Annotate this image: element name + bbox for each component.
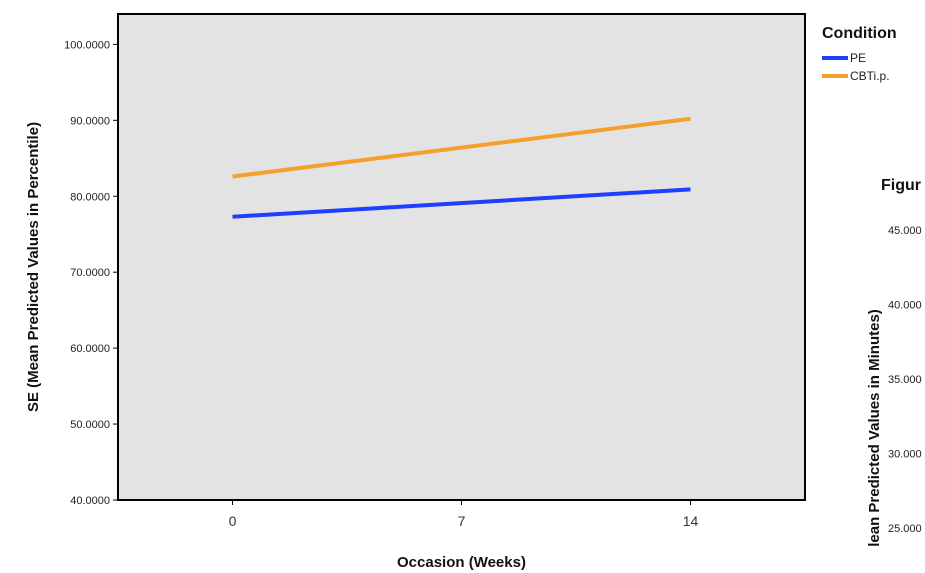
series-lines — [232, 116, 691, 219]
x-tick-label: 14 — [683, 513, 699, 529]
x-axis-ticks: 0 7 14 — [229, 500, 699, 529]
legend: PE CBTi.p. — [822, 51, 890, 83]
partial-y-tick-label: 35.000 — [888, 374, 922, 386]
series-line-cbti-p — [232, 116, 691, 179]
partial-chart-y-ticks: 45.000 40.000 35.000 30.000 25.000 — [888, 225, 922, 535]
y-tick-label: 40.0000 — [70, 495, 110, 507]
y-tick-label: 80.0000 — [70, 191, 110, 203]
legend-label: CBTi.p. — [850, 69, 890, 83]
y-tick-label: 100.0000 — [64, 39, 110, 51]
y-axis-ticks: 40.0000 50.0000 60.0000 70.0000 80.0000 90.00… — [64, 39, 118, 507]
x-axis-title: Occasion (Weeks) — [397, 554, 526, 571]
x-tick-label: 7 — [458, 513, 466, 529]
partial-second-chart: Figur lean Predicted Values in Minutes) … — [866, 177, 922, 547]
y-tick-label: 70.0000 — [70, 267, 110, 279]
legend-label: PE — [850, 51, 866, 65]
partial-y-tick-label: 45.000 — [888, 225, 922, 237]
x-tick-label: 0 — [229, 513, 237, 529]
y-tick-label: 90.0000 — [70, 115, 110, 127]
legend-title: Condition — [822, 25, 897, 42]
y-tick-label: 60.0000 — [70, 343, 110, 355]
partial-y-tick-label: 25.000 — [888, 523, 922, 535]
partial-chart-title: Figur — [881, 177, 921, 194]
series-line-pe — [232, 187, 691, 219]
partial-chart-y-axis-title: lean Predicted Values in Minutes) — [866, 309, 883, 547]
partial-y-tick-label: 40.000 — [888, 300, 922, 312]
y-axis-title: SE (Mean Predicted Values in Percentile) — [25, 122, 42, 412]
plot-area — [117, 13, 806, 501]
partial-y-tick-label: 30.000 — [888, 449, 922, 461]
y-tick-label: 50.0000 — [70, 419, 110, 431]
